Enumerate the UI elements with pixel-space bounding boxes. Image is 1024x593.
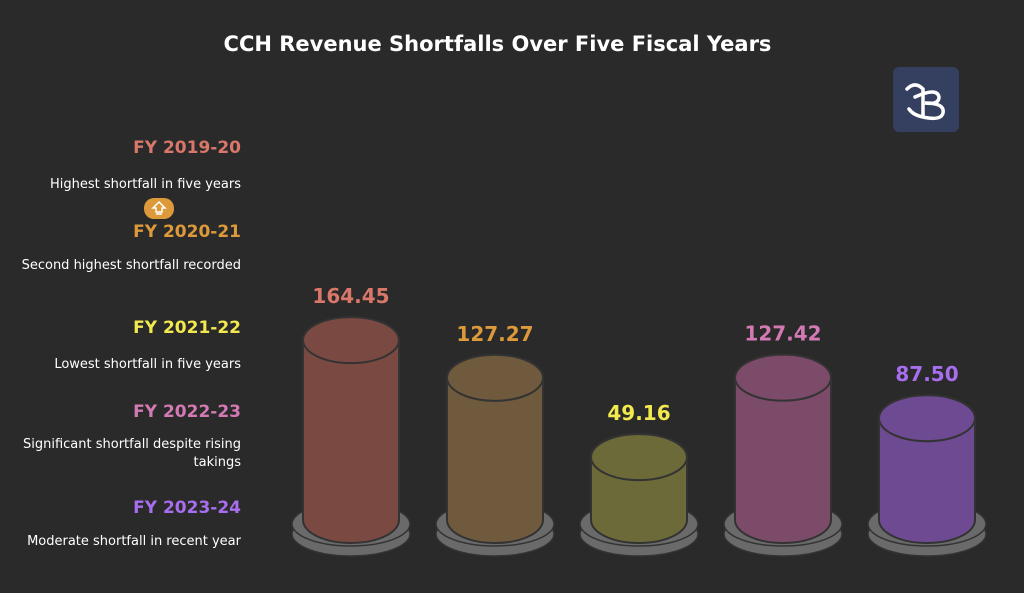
legend-item-description: Lowest shortfall in five years <box>11 356 241 374</box>
legend-description: Second highest shortfall recorded <box>21 258 241 273</box>
bar <box>590 456 688 544</box>
bar-top <box>878 394 976 443</box>
legend-item-description: Highest shortfall in five years <box>11 176 241 194</box>
bar <box>446 376 544 544</box>
legend-item: FY 2022-23 <box>133 402 241 422</box>
bar-top <box>590 433 688 482</box>
legend-item: FY 2021-22 <box>133 318 241 338</box>
legend-year-label: FY 2019-20 <box>133 138 241 158</box>
b-logo-icon <box>893 67 959 132</box>
legend-item: FY 2019-20 <box>133 138 241 158</box>
legend-year-label: FY 2020-21 <box>133 222 241 242</box>
legend-item-description: Significant shortfall despite rising tak… <box>11 436 241 472</box>
bar-top <box>302 316 400 365</box>
data-label: 87.50 <box>895 362 958 386</box>
data-label: 127.42 <box>744 322 821 346</box>
data-label: 164.45 <box>312 284 389 308</box>
bar-top <box>446 353 544 402</box>
legend-year-label: FY 2021-22 <box>133 318 241 338</box>
legend-item-description: Moderate shortfall in recent year <box>11 533 241 551</box>
legend-item: FY 2023-24 <box>133 498 241 518</box>
legend-year-label: FY 2023-24 <box>133 498 241 518</box>
legend-item: FY 2020-21 <box>133 222 241 242</box>
data-label: 127.27 <box>456 322 533 346</box>
data-label: 49.16 <box>607 401 670 425</box>
bar <box>302 339 400 544</box>
legend-description: Highest shortfall in five years <box>50 177 241 192</box>
legend-item-description: Second highest shortfall recorded <box>11 257 241 275</box>
legend-description: Moderate shortfall in recent year <box>27 534 241 549</box>
legend-year-label: FY 2022-23 <box>133 402 241 422</box>
bar <box>734 376 832 544</box>
up-arrow-icon <box>144 198 174 219</box>
chart-title: CCH Revenue Shortfalls Over Five Fiscal … <box>223 32 772 56</box>
bar-top <box>734 353 832 402</box>
legend-description: Significant shortfall despite rising tak… <box>23 437 241 470</box>
bar <box>878 417 976 544</box>
legend-description: Lowest shortfall in five years <box>54 357 241 372</box>
